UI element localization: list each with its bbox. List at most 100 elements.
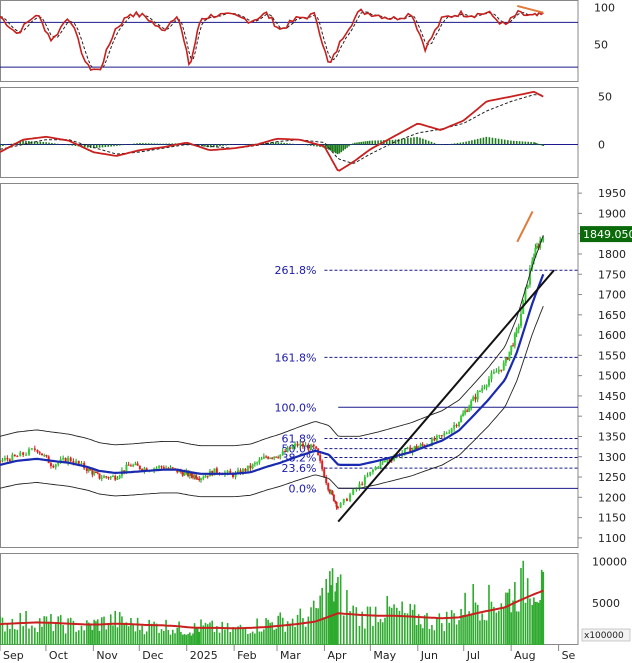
price-candle-body bbox=[448, 432, 451, 434]
price-tick-label: 1650 bbox=[598, 309, 626, 322]
price-candle-body bbox=[504, 357, 507, 363]
price-candle-body bbox=[500, 369, 503, 371]
price-candle-body bbox=[524, 288, 527, 300]
price-candle-body bbox=[100, 477, 103, 479]
price-candle-body bbox=[103, 476, 106, 478]
price-candle-body bbox=[256, 462, 259, 464]
month-tick-label: Feb bbox=[237, 649, 256, 662]
price-candle-body bbox=[349, 494, 352, 501]
month-tick-label: Dec bbox=[142, 649, 163, 662]
price-tick-label: 1400 bbox=[598, 410, 626, 423]
price-candle-body bbox=[178, 470, 181, 473]
price-candle-body bbox=[352, 489, 355, 495]
price-candle-body bbox=[132, 464, 135, 467]
stoch-signal-line bbox=[0, 11, 544, 71]
price-candle-body bbox=[502, 362, 505, 371]
price-candle-body bbox=[98, 473, 101, 479]
price-candle-body bbox=[267, 457, 270, 459]
price-candle-body bbox=[87, 468, 90, 472]
fib-level-label: 161.8% bbox=[274, 351, 316, 364]
price-candle-body bbox=[202, 477, 205, 479]
price-candle-body bbox=[481, 388, 484, 391]
price-candle-body bbox=[438, 435, 441, 437]
price-candle-body bbox=[361, 483, 364, 485]
month-tick-label: Jun bbox=[420, 649, 438, 662]
price-candle-body bbox=[421, 444, 424, 446]
price-candle-body bbox=[75, 460, 78, 464]
price-candle-body bbox=[129, 465, 132, 467]
price-candle-body bbox=[321, 460, 324, 470]
price-candle-body bbox=[528, 268, 531, 285]
price-candle-body bbox=[369, 471, 372, 476]
price-candle-body bbox=[366, 475, 369, 477]
volume-moving-average bbox=[0, 589, 544, 630]
price-candle-body bbox=[515, 329, 518, 334]
price-candle-body bbox=[38, 452, 41, 454]
price-candle-body bbox=[284, 450, 287, 452]
price-candle-body bbox=[191, 475, 194, 478]
price-candle-body bbox=[328, 489, 331, 494]
macd-tick-label: 50 bbox=[598, 91, 612, 104]
last-price-label: 1849.050 bbox=[583, 228, 632, 241]
month-tick-label: Se bbox=[562, 649, 576, 662]
price-candle-body bbox=[198, 478, 201, 480]
price-candle-body bbox=[96, 472, 99, 474]
price-candle-body bbox=[358, 483, 361, 489]
price-candle-body bbox=[94, 471, 97, 473]
volume-tick-label: 10000 bbox=[592, 555, 627, 568]
price-candle-body bbox=[291, 446, 294, 449]
price-candle-body bbox=[331, 491, 334, 495]
stoch-tick-label: 50 bbox=[594, 39, 608, 52]
price-candle-body bbox=[249, 465, 252, 469]
price-candle-body bbox=[273, 456, 276, 458]
price-candle-body bbox=[435, 435, 438, 441]
price-candle-body bbox=[158, 466, 161, 468]
price-candle-body bbox=[246, 465, 249, 472]
price-candle-body bbox=[470, 400, 473, 408]
month-tick-label: 2025 bbox=[190, 649, 218, 662]
price-candle-body bbox=[265, 456, 268, 458]
price-candle-body bbox=[114, 476, 117, 480]
price-candle-body bbox=[33, 448, 36, 450]
price-candle-body bbox=[445, 433, 448, 435]
price-candle-body bbox=[237, 470, 240, 473]
price-candle-body bbox=[193, 475, 196, 478]
price-candle-body bbox=[77, 460, 80, 464]
price-candle-body bbox=[307, 445, 310, 450]
price-candle-body bbox=[269, 457, 272, 459]
price-tick-label: 1500 bbox=[598, 370, 626, 383]
price-candle-body bbox=[72, 461, 75, 464]
price-candle-body bbox=[67, 457, 70, 463]
last-price-tag bbox=[580, 226, 632, 243]
price-candle-body bbox=[3, 458, 6, 460]
price-candle-body bbox=[458, 422, 461, 427]
price-divergence-line bbox=[516, 210, 534, 243]
price-candle-body bbox=[478, 390, 481, 392]
price-candle-body bbox=[440, 435, 443, 437]
price-candle-body bbox=[301, 443, 304, 447]
price-candle-body bbox=[393, 457, 396, 461]
month-tick-label: May bbox=[373, 649, 396, 662]
price-candle-body bbox=[430, 438, 433, 446]
price-candle-body bbox=[1, 459, 4, 462]
price-candle-body bbox=[508, 351, 511, 360]
price-candle-body bbox=[45, 455, 48, 457]
price-candle-body bbox=[253, 463, 256, 465]
price-candle-body bbox=[537, 245, 540, 248]
price-candle-body bbox=[25, 454, 28, 456]
price-tick-label: 1150 bbox=[598, 512, 626, 525]
price-tick-label: 1100 bbox=[598, 532, 626, 545]
price-candle-body bbox=[342, 498, 345, 503]
price-candle-body bbox=[403, 448, 406, 454]
price-candle-body bbox=[490, 373, 493, 380]
macd-signal-line bbox=[0, 94, 544, 164]
price-candle-body bbox=[332, 494, 335, 502]
price-candle-body bbox=[143, 468, 146, 471]
price-trend-line bbox=[337, 269, 555, 523]
price-tick-label: 1300 bbox=[598, 451, 626, 464]
price-candle-body bbox=[57, 462, 60, 465]
price-candle-body bbox=[231, 473, 234, 478]
price-candle-body bbox=[381, 461, 384, 463]
price-candle-body bbox=[526, 284, 529, 289]
price-candle-body bbox=[419, 444, 422, 447]
